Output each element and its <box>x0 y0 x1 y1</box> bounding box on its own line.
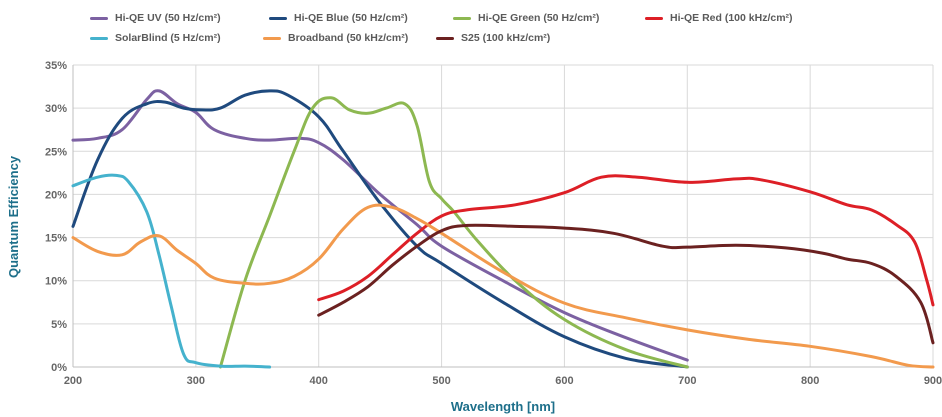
legend-label-broadband: Broadband (50 kHz/cm²) <box>288 32 409 44</box>
y-tick-label: 30% <box>45 103 67 115</box>
legend-item-hi-qe-red: Hi-QE Red (100 kHz/cm²) <box>645 12 793 24</box>
legend-item-s25: S25 (100 kHz/cm²) <box>436 32 550 44</box>
x-tick-label: 700 <box>678 375 696 387</box>
tick-labels: 200 300 400 500 600 700 800 900 0% 5% 10% 15% 20% 25%… <box>45 60 942 387</box>
x-axis-title: Wavelength [nm] <box>451 399 555 414</box>
x-tick-label: 300 <box>187 375 205 387</box>
legend-label-hi-qe-blue: Hi-QE Blue (50 Hz/cm²) <box>294 12 408 24</box>
legend-label-hi-qe-green: Hi-QE Green (50 Hz/cm²) <box>478 12 600 24</box>
legend-item-hi-qe-blue: Hi-QE Blue (50 Hz/cm²) <box>269 12 408 24</box>
x-tick-label: 500 <box>432 375 450 387</box>
legend-label-hi-qe-red: Hi-QE Red (100 kHz/cm²) <box>670 12 793 24</box>
y-axis-title: Quantum Efficiency <box>6 155 21 278</box>
x-tick-label: 200 <box>64 375 82 387</box>
y-tick-label: 25% <box>45 146 67 158</box>
x-tick-label: 900 <box>924 375 942 387</box>
y-tick-label: 5% <box>51 319 67 331</box>
legend-item-hi-qe-uv: Hi-QE UV (50 Hz/cm²) <box>90 12 221 24</box>
legend-swatch-s25 <box>436 36 454 40</box>
legend-swatch-broadband <box>263 36 281 40</box>
legend-label-solarblind: SolarBlind (5 Hz/cm²) <box>115 32 221 44</box>
y-tick-label: 35% <box>45 60 67 72</box>
legend-label-s25: S25 (100 kHz/cm²) <box>461 32 551 44</box>
legend-label-hi-qe-uv: Hi-QE UV (50 Hz/cm²) <box>115 12 221 24</box>
series-line-hi-qe-red <box>317 174 935 307</box>
legend-swatch-solarblind <box>90 36 108 40</box>
legend-item-broadband: Broadband (50 kHz/cm²) <box>263 32 408 44</box>
series-lines <box>71 89 935 369</box>
x-tick-label: 800 <box>801 375 819 387</box>
x-tick-label: 600 <box>555 375 573 387</box>
series-line-hi-qe-uv <box>71 89 689 362</box>
legend-swatch-hi-qe-green <box>453 16 471 20</box>
legend-item-hi-qe-green: Hi-QE Green (50 Hz/cm²) <box>453 12 599 24</box>
y-tick-label: 0% <box>51 362 67 374</box>
series-line-s25 <box>317 223 935 345</box>
chart-legend: Hi-QE UV (50 Hz/cm²) Hi-QE Blue (50 Hz/c… <box>0 0 942 52</box>
legend-swatch-hi-qe-uv <box>90 16 108 20</box>
series-line-broadband <box>71 203 935 369</box>
y-tick-label: 10% <box>45 276 67 288</box>
series-line-solarblind <box>71 173 272 369</box>
y-tick-label: 20% <box>45 189 67 201</box>
legend-item-solarblind: SolarBlind (5 Hz/cm²) <box>90 32 221 44</box>
x-tick-label: 400 <box>310 375 328 387</box>
legend-swatch-hi-qe-blue <box>269 16 287 20</box>
series-line-hi-qe-blue <box>71 89 689 369</box>
y-tick-label: 15% <box>45 233 67 245</box>
legend-swatch-hi-qe-red <box>645 16 663 20</box>
